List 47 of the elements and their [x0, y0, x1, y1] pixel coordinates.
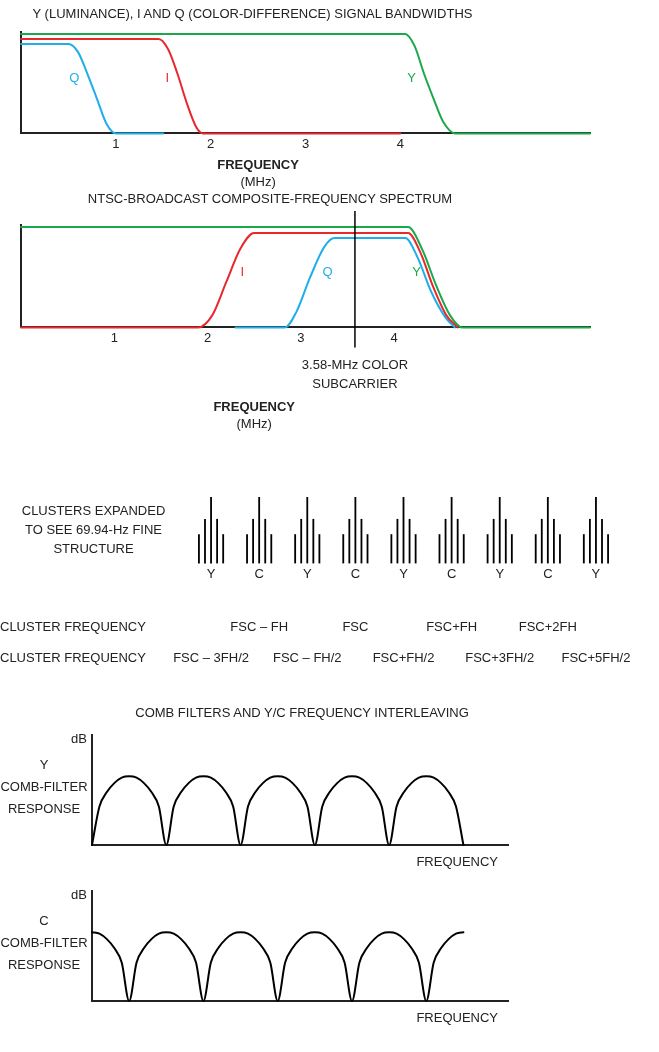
x-axis-title: FREQUENCY [416, 1009, 499, 1025]
x-tick-label: Y [399, 565, 409, 581]
x-tick-label: 3 [301, 135, 310, 151]
text: FSC+5FH/2 [561, 649, 631, 665]
text: FSC+FH [426, 618, 478, 634]
x-tick-label: 2 [207, 135, 215, 151]
text: CLUSTER FREQUENCY [0, 618, 147, 634]
x-tick-label: 2 [203, 329, 212, 345]
x-tick-label: C [446, 565, 457, 581]
series-label: Q [322, 263, 333, 279]
series-label: Q [69, 70, 80, 86]
y-axis-title: dB [71, 730, 87, 746]
text: FSC+2FH [518, 618, 577, 634]
chart-title: COMB FILTERS AND Y/C FREQUENCY INTERLEAVING [134, 704, 470, 722]
x-tick-label: 4 [390, 329, 398, 345]
chart-title: NTSC-BROADCAST COMPOSITE-FREQUENCY SPECTRUM [86, 190, 454, 208]
x-axis-title: FREQUENCY (MHz) [213, 398, 296, 431]
text: FSC – 3FH/2 [173, 649, 249, 665]
text: FSC – FH/2 [272, 649, 342, 665]
text: FSC [342, 618, 369, 634]
series-label: I [165, 70, 170, 86]
x-axis-title: FREQUENCY [416, 853, 499, 869]
x-tick-label: Y [206, 565, 216, 581]
text: C COMB-FILTER RESPONSE [0, 912, 88, 972]
x-tick-label: 1 [110, 329, 118, 345]
x-tick-label: C [543, 565, 553, 581]
text: FSC+FH/2 [372, 649, 435, 665]
text: FSC+3FH/2 [465, 649, 535, 665]
series-label: Y [412, 263, 422, 279]
x-tick-label: C [350, 565, 361, 581]
x-tick-label: 1 [112, 135, 120, 151]
series-label: I [240, 263, 245, 279]
chart-title: Y (LUMINANCE), I AND Q (COLOR-DIFFERENCE) SIGNAL BANDWIDTHS [31, 5, 474, 23]
x-tick-label: Y [591, 565, 601, 581]
x-axis-title: FREQUENCY (MHz) [217, 156, 300, 189]
y-axis-title: CLUSTERS EXPANDED TO SEE 69.94-Hz FINE STRUCTURE [21, 502, 166, 556]
x-tick-label: Y [302, 565, 312, 581]
text: FSC – FH [230, 618, 289, 634]
x-tick-label: C [254, 565, 264, 581]
text: Y COMB-FILTER RESPONSE [0, 756, 88, 816]
x-tick-label: Y [495, 565, 505, 581]
series-label: Y [407, 70, 417, 86]
y-axis-title: dB [71, 886, 87, 902]
ref-line-label: 3.58-MHz COLOR SUBCARRIER [301, 356, 409, 391]
x-tick-label: 3 [297, 329, 305, 345]
x-tick-label: 4 [396, 135, 404, 151]
text: CLUSTER FREQUENCY [0, 649, 147, 665]
